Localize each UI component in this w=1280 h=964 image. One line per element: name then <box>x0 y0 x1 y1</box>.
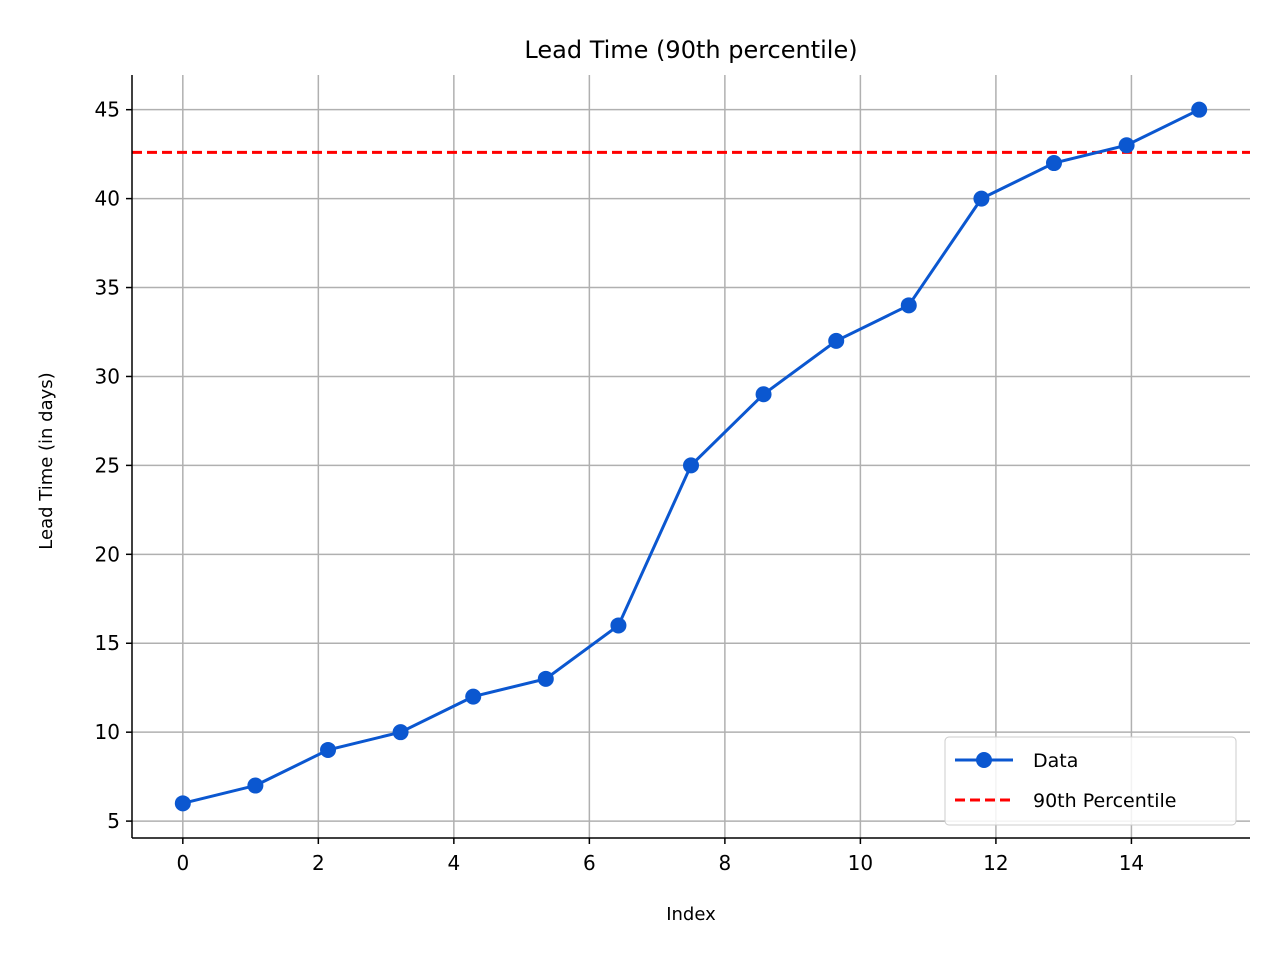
data-point <box>247 777 264 794</box>
data-line <box>182 108 1200 805</box>
data-point <box>1118 137 1135 154</box>
data-point <box>174 795 191 812</box>
data-point <box>537 670 554 687</box>
plot-area <box>132 101 1250 812</box>
x-axis-label: Index <box>666 904 716 925</box>
data-point <box>1045 155 1062 172</box>
legend: Data 90th Percentile <box>944 736 1237 826</box>
data-point <box>900 297 917 314</box>
y-axis-label: Lead Time (in days) <box>36 372 57 549</box>
y-tick-label: 45 <box>95 98 120 122</box>
x-tick-label: 10 <box>848 851 873 875</box>
y-tick-label: 10 <box>95 720 120 744</box>
y-tick-label: 25 <box>95 453 120 477</box>
data-point <box>755 386 772 403</box>
x-tick-label: 14 <box>1119 851 1144 875</box>
ticks: 0 2 4 6 8 10 12 14 5 10 15 20 25 30 35 40 45 <box>95 98 1145 875</box>
data-point <box>828 332 845 349</box>
data-point <box>610 617 627 634</box>
grid <box>132 75 1250 838</box>
legend-data-marker <box>976 752 992 768</box>
data-point <box>320 741 337 758</box>
y-tick-label: 15 <box>95 631 120 655</box>
x-tick-label: 2 <box>312 851 325 875</box>
y-tick-label: 20 <box>95 542 120 566</box>
y-tick-label: 5 <box>107 809 120 833</box>
data-point <box>683 457 699 474</box>
legend-box <box>944 736 1237 826</box>
y-tick-label: 30 <box>95 364 120 388</box>
x-tick-label: 0 <box>176 851 189 875</box>
data-point <box>1191 101 1208 118</box>
chart-title: Lead Time (90th percentile) <box>524 36 857 64</box>
x-tick-label: 8 <box>719 851 732 875</box>
y-tick-label: 40 <box>95 187 120 211</box>
data-point <box>465 688 482 705</box>
legend-percentile-label: 90th Percentile <box>1033 790 1176 812</box>
legend-data-label: Data <box>1033 750 1078 772</box>
x-tick-label: 6 <box>583 851 596 875</box>
x-tick-label: 12 <box>983 851 1008 875</box>
x-tick-label: 4 <box>447 851 460 875</box>
data-point <box>973 190 990 207</box>
data-point <box>392 724 409 741</box>
y-tick-label: 35 <box>95 276 120 300</box>
